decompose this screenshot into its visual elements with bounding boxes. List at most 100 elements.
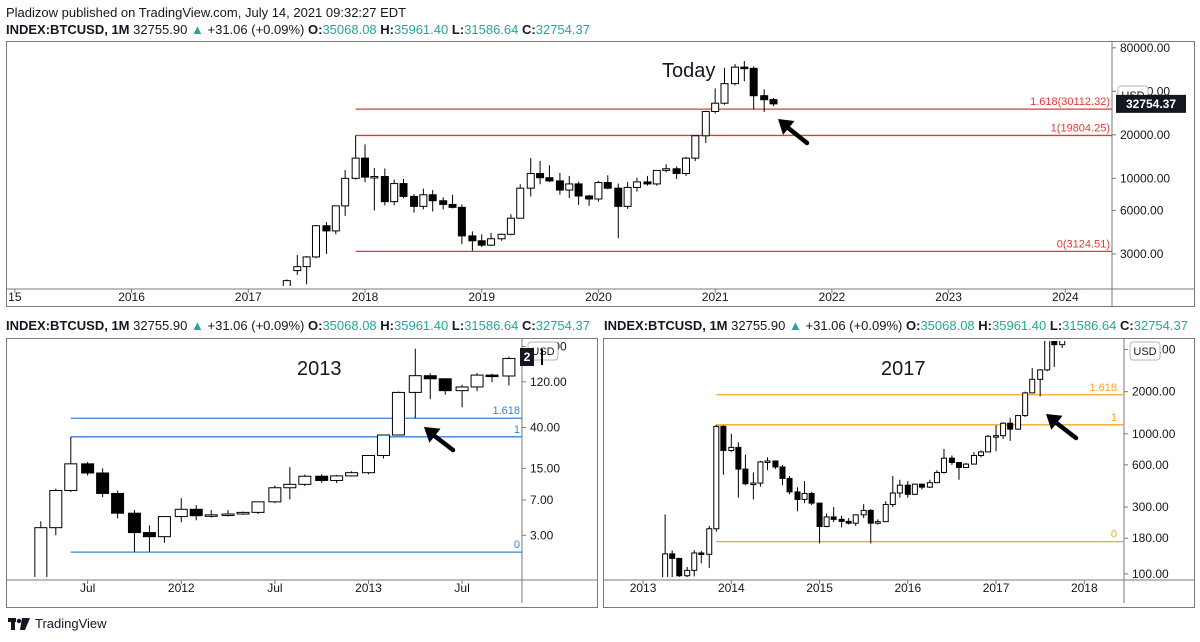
candle-body <box>565 183 574 191</box>
candle-body <box>757 461 764 484</box>
candle-body <box>81 463 95 474</box>
legend-l-label: L: <box>1049 318 1063 333</box>
candle-body <box>330 475 344 481</box>
candle-body <box>963 463 970 468</box>
x-tick-label: 2021 <box>702 290 729 304</box>
candle-body <box>1059 341 1066 346</box>
candle-body <box>526 173 535 189</box>
candle-body <box>794 491 801 500</box>
candle-body <box>428 194 437 202</box>
candle-body <box>470 374 484 388</box>
x-tick-label: Jul <box>454 581 469 595</box>
candle-body <box>985 435 992 453</box>
candle-body <box>1007 422 1014 430</box>
candle-body <box>750 482 757 486</box>
candle-body <box>801 492 808 500</box>
legend-h: 35961.40 <box>394 318 449 333</box>
legend-price: 32755.90 <box>133 22 188 37</box>
chart-title: 2017 <box>881 358 926 380</box>
footer-brand[interactable]: TradingView <box>8 616 107 631</box>
candle-body <box>142 532 156 538</box>
y-tick-label: 7.00 <box>530 493 554 507</box>
candle-body <box>830 516 837 520</box>
candle-body <box>221 513 235 517</box>
candle-body <box>740 66 749 70</box>
arrow-annotation-head <box>778 119 795 135</box>
legend-c: 32754.37 <box>535 318 590 333</box>
candle-body <box>933 471 940 484</box>
candle-body <box>410 195 419 207</box>
legend-o: 35068.08 <box>322 22 377 37</box>
candle-body <box>302 256 311 268</box>
candle-body <box>852 514 859 524</box>
candle-body <box>351 157 360 179</box>
fib-level-label: 0 <box>514 539 520 551</box>
candle-body <box>341 177 350 207</box>
candle-body <box>419 194 428 207</box>
legend-change: +31.06 (+0.09%) <box>207 22 305 37</box>
candle-body <box>127 512 141 534</box>
y-tick-label: 6000.00 <box>1120 203 1164 217</box>
triangle-up-icon: ▲ <box>191 318 204 333</box>
candle-body <box>322 225 331 232</box>
candle-body <box>720 83 729 104</box>
candle-body <box>439 200 448 205</box>
y-tick-label: 180.00 <box>1132 531 1169 545</box>
candle-body <box>1037 369 1044 380</box>
legend-price: 32755.90 <box>133 318 188 333</box>
candle-body <box>728 446 735 452</box>
candle-body <box>64 463 78 491</box>
x-tick-label: 2023 <box>935 290 962 304</box>
x-tick-label: 2013 <box>355 581 382 595</box>
chart-panel-2017[interactable]: 4000.002000.001000.00600.00300.00180.001… <box>603 338 1195 608</box>
candle-body <box>816 502 823 527</box>
candle-body <box>516 187 525 219</box>
legend-o: 35068.08 <box>920 318 975 333</box>
legend-c-label: C: <box>522 22 536 37</box>
candle-body <box>487 238 496 246</box>
legend-change: +31.06 (+0.09%) <box>207 318 305 333</box>
candle-body <box>662 553 669 577</box>
legend-o-label: O: <box>905 318 921 333</box>
candle-body <box>1015 415 1022 430</box>
legend-c-label: C: <box>1120 318 1134 333</box>
y-tick-label: 20000.00 <box>1120 128 1170 142</box>
candle-body <box>845 520 852 524</box>
legend-symbol[interactable]: INDEX:BTCUSD, 1M <box>6 318 130 333</box>
y-tick-label: 3.00 <box>530 528 554 542</box>
x-tick-label: 2015 <box>806 581 833 595</box>
candle-body <box>477 240 486 246</box>
fib-level-label: 1 <box>514 424 520 436</box>
candle-body <box>955 462 962 468</box>
candle-body <box>860 509 867 516</box>
legend-price: 32755.90 <box>731 318 786 333</box>
legend-o: 35068.08 <box>322 318 377 333</box>
candle-body <box>380 175 389 203</box>
candle-body <box>555 180 564 191</box>
y-tick-label: 2000.00 <box>1132 385 1176 399</box>
chart-panel-2013[interactable]: 280.00120.0040.0015.007.003.00Jul2012Jul… <box>6 338 598 608</box>
candle-body <box>614 187 623 207</box>
candle-body <box>345 472 359 477</box>
legend-symbol[interactable]: INDEX:BTCUSD, 1M <box>6 22 130 37</box>
legend-l-label: L: <box>451 318 465 333</box>
candle-body <box>889 492 896 505</box>
y-tick-label: 80000.00 <box>1120 42 1170 55</box>
currency-badge-label: USD <box>1133 346 1156 358</box>
x-tick-label: Jul <box>80 581 95 595</box>
chart-panel-today[interactable]: 80000.0040000.0020000.0010000.006000.003… <box>6 41 1195 307</box>
y-tick-label: 1000.00 <box>1132 427 1176 441</box>
arrow-annotation-head <box>424 427 441 443</box>
candle-body <box>643 181 652 185</box>
legend-symbol[interactable]: INDEX:BTCUSD, 1M <box>604 318 728 333</box>
candle-body <box>1029 378 1036 394</box>
candle-body <box>786 477 793 493</box>
candle-body <box>485 374 499 378</box>
legend-c: 32754.37 <box>535 22 590 37</box>
candle-body <box>251 501 265 513</box>
candle-body <box>468 235 477 242</box>
x-tick-label: 2022 <box>819 290 846 304</box>
candle-body <box>978 451 985 457</box>
chart-2013: 280.00120.0040.0015.007.003.00Jul2012Jul… <box>7 339 597 603</box>
candle-body <box>874 521 881 524</box>
